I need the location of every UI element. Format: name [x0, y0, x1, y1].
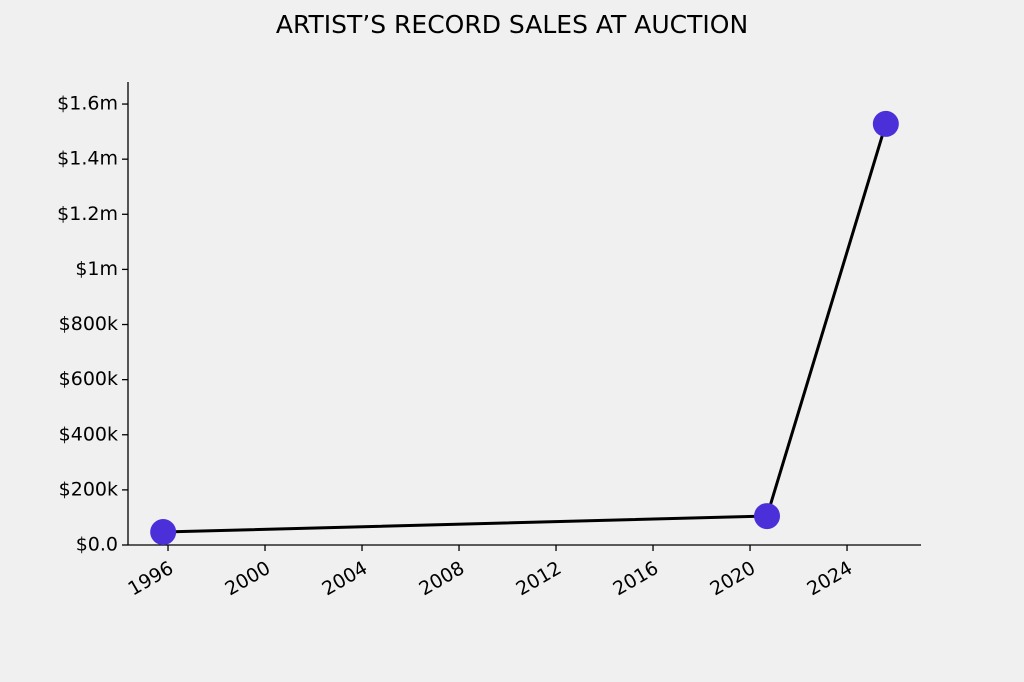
point	[872, 110, 899, 137]
y-tick-label: $800k	[59, 313, 118, 335]
x-tick-label: 2000	[221, 557, 274, 600]
y-tick-label: $1.4m	[57, 148, 118, 170]
line	[163, 123, 888, 534]
point	[754, 503, 781, 530]
x-tick-label: 2012	[512, 557, 565, 600]
y-tick-label: $0.0	[76, 534, 118, 556]
x-tick-label: 2008	[415, 557, 468, 600]
point	[150, 519, 177, 546]
y-tick-label: $400k	[59, 423, 118, 445]
y-tick-label: $1.6m	[57, 93, 118, 115]
x-tick-label: 2020	[706, 557, 759, 600]
x-tick-label: 1996	[124, 557, 177, 600]
x-tick-label: 2024	[803, 557, 856, 600]
y-tick-label: $1.2m	[57, 203, 118, 225]
y-tick-label: $1m	[75, 258, 118, 280]
chart-title: ARTIST’S RECORD SALES AT AUCTION	[276, 10, 748, 39]
y-tick-label: $200k	[59, 478, 118, 500]
x-tick-label: 2016	[609, 557, 662, 600]
x-tick-label: 2004	[318, 557, 371, 600]
y-tick-label: $600k	[59, 368, 118, 390]
